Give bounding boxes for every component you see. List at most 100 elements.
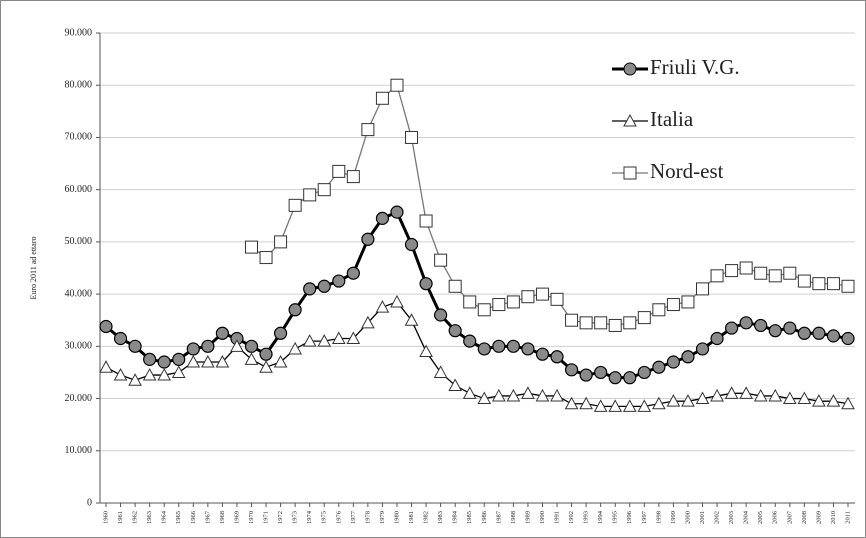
marker (826, 329, 841, 343)
marker (128, 339, 142, 353)
marker (782, 391, 797, 405)
marker (434, 308, 448, 322)
marker (463, 334, 477, 348)
marker (492, 298, 506, 312)
marker (419, 277, 433, 291)
x-tick-label: 1993 (583, 511, 590, 524)
marker (797, 274, 811, 288)
marker (419, 344, 433, 358)
x-tick-label: 2010 (830, 511, 837, 524)
x-tick-label: 1964 (161, 510, 168, 524)
marker (273, 354, 288, 368)
marker (477, 342, 491, 356)
marker (550, 350, 564, 364)
marker (841, 279, 855, 293)
marker (521, 386, 535, 399)
x-tick-label: 1983 (437, 511, 444, 524)
x-tick-label: 1965 (175, 511, 182, 524)
marker (593, 399, 608, 412)
marker (535, 388, 550, 402)
marker (739, 261, 753, 275)
marker (725, 321, 739, 335)
marker (492, 339, 506, 353)
marker (375, 91, 389, 105)
y-tick-label: 90.000 (65, 27, 93, 38)
marker (564, 363, 579, 377)
marker (783, 321, 797, 335)
marker (302, 334, 317, 347)
x-tick-label: 1995 (612, 511, 619, 524)
marker (244, 339, 259, 353)
marker (579, 368, 593, 382)
marker (143, 352, 157, 366)
marker (564, 396, 579, 410)
marker (288, 198, 302, 212)
marker (521, 342, 535, 356)
x-tick-label: 2005 (757, 511, 764, 524)
marker (448, 279, 462, 293)
marker (652, 303, 666, 317)
x-tick-label: 1984 (452, 510, 459, 524)
marker (768, 269, 782, 283)
series-line (105, 210, 849, 380)
y-tick-label: 0 (87, 497, 92, 508)
marker (404, 313, 419, 326)
marker (390, 78, 404, 92)
marker (390, 294, 404, 308)
legend-label: Nord-est (650, 159, 724, 183)
x-tick-label: 1960 (102, 511, 109, 524)
marker (579, 396, 593, 410)
marker (550, 388, 564, 402)
marker (404, 237, 419, 252)
x-tick-label: 2000 (684, 511, 691, 524)
x-tick-label: 1973 (292, 511, 299, 524)
y-tick-label: 20.000 (65, 393, 93, 404)
x-tick-label: 2006 (772, 510, 779, 524)
marker (259, 347, 273, 361)
marker (171, 365, 186, 378)
y-tick-label: 80.000 (65, 80, 93, 91)
marker (361, 123, 375, 137)
marker (157, 368, 172, 381)
marker (477, 303, 491, 317)
marker (754, 266, 768, 280)
marker (332, 274, 346, 288)
x-tick-label: 1963 (146, 511, 153, 524)
x-tick-label: 2003 (728, 511, 735, 524)
marker (317, 279, 331, 293)
marker (128, 373, 142, 386)
marker (797, 391, 812, 405)
marker (535, 347, 550, 361)
marker (594, 365, 608, 380)
marker (244, 240, 258, 254)
marker (696, 282, 710, 296)
x-tick-label: 1972 (277, 511, 284, 524)
marker (826, 394, 841, 407)
marker (608, 318, 622, 332)
marker (506, 339, 520, 353)
marker (623, 316, 637, 330)
x-tick-label: 2009 (815, 511, 822, 524)
x-tick-label: 2008 (801, 511, 808, 524)
x-tick-label: 2001 (699, 511, 706, 524)
marker (695, 342, 710, 356)
y-tick-label: 50.000 (65, 236, 93, 247)
legend-symbol (623, 62, 637, 76)
marker (768, 388, 783, 402)
marker (142, 368, 157, 381)
marker (666, 298, 680, 312)
x-tick-label: 1969 (233, 511, 240, 524)
marker (666, 355, 681, 369)
marker (99, 360, 113, 373)
marker (113, 331, 128, 346)
x-tick-label: 1978 (364, 511, 371, 524)
marker (506, 388, 521, 402)
y-tick-label: 10.000 (65, 445, 93, 456)
x-tick-label: 1991 (554, 511, 561, 524)
marker (361, 232, 375, 246)
x-tick-label: 1966 (190, 510, 197, 524)
marker (433, 365, 448, 378)
marker (768, 324, 782, 338)
x-tick-label: 1989 (524, 511, 531, 524)
marker (841, 331, 855, 346)
